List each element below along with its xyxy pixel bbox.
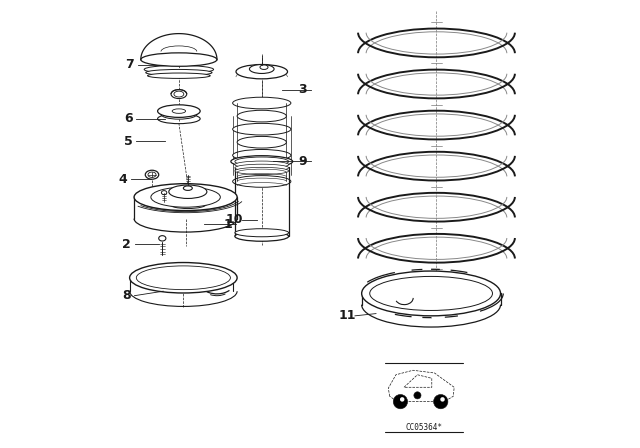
Ellipse shape xyxy=(362,271,500,316)
Text: 7: 7 xyxy=(125,58,134,72)
Ellipse shape xyxy=(169,185,207,198)
Ellipse shape xyxy=(233,123,291,135)
Text: CC05364*: CC05364* xyxy=(406,423,443,432)
Ellipse shape xyxy=(235,164,289,171)
Ellipse shape xyxy=(145,170,159,179)
Circle shape xyxy=(400,397,404,401)
Text: 9: 9 xyxy=(299,155,307,168)
Ellipse shape xyxy=(157,105,200,117)
Ellipse shape xyxy=(235,161,289,168)
Ellipse shape xyxy=(235,231,289,241)
Ellipse shape xyxy=(233,150,291,161)
Ellipse shape xyxy=(231,155,292,167)
Ellipse shape xyxy=(141,53,217,66)
Ellipse shape xyxy=(161,191,167,194)
Circle shape xyxy=(433,395,448,409)
Ellipse shape xyxy=(172,109,186,113)
Text: 6: 6 xyxy=(124,112,132,125)
Ellipse shape xyxy=(237,163,287,174)
Ellipse shape xyxy=(236,65,287,79)
Ellipse shape xyxy=(146,69,212,76)
Ellipse shape xyxy=(237,110,287,122)
Ellipse shape xyxy=(159,236,166,241)
Ellipse shape xyxy=(134,184,237,211)
Ellipse shape xyxy=(130,263,237,293)
Ellipse shape xyxy=(370,276,493,310)
Ellipse shape xyxy=(171,90,187,99)
Text: 5: 5 xyxy=(124,134,132,148)
Ellipse shape xyxy=(144,65,214,73)
Ellipse shape xyxy=(235,167,289,174)
Ellipse shape xyxy=(157,114,200,124)
Circle shape xyxy=(440,397,445,401)
Ellipse shape xyxy=(233,97,291,109)
Ellipse shape xyxy=(148,172,156,177)
Circle shape xyxy=(414,392,421,399)
Ellipse shape xyxy=(136,266,230,290)
Text: 11: 11 xyxy=(338,309,356,323)
Ellipse shape xyxy=(174,91,184,97)
Ellipse shape xyxy=(235,228,289,237)
Ellipse shape xyxy=(184,186,193,190)
Ellipse shape xyxy=(235,157,289,166)
Text: 10: 10 xyxy=(225,213,243,226)
Circle shape xyxy=(393,395,408,409)
Ellipse shape xyxy=(260,65,268,69)
Text: 1: 1 xyxy=(224,217,232,231)
Text: 2: 2 xyxy=(122,237,131,251)
Text: 8: 8 xyxy=(122,289,131,302)
Ellipse shape xyxy=(233,176,291,187)
Text: 3: 3 xyxy=(299,83,307,96)
Text: 4: 4 xyxy=(118,172,127,186)
Ellipse shape xyxy=(151,187,220,207)
Ellipse shape xyxy=(250,65,274,73)
Ellipse shape xyxy=(237,136,287,148)
Ellipse shape xyxy=(147,73,210,78)
Ellipse shape xyxy=(161,109,197,119)
